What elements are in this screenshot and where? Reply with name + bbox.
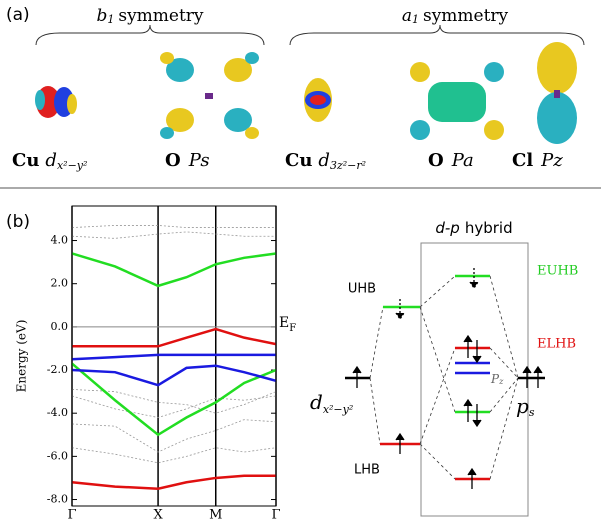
sub: s — [529, 406, 535, 419]
orbital-label: O Ps — [165, 150, 210, 171]
orb: d — [318, 150, 330, 171]
y-tick-label: 2.0 — [51, 277, 69, 290]
x-tick-label: M — [209, 508, 222, 521]
sub: 3z²−r² — [330, 159, 366, 172]
orbital-label: O Pa — [428, 150, 474, 171]
figure: (a) b1symmetry a1symmetry Cudx²−y² OPs C… — [0, 0, 601, 521]
orbital-images — [35, 42, 577, 144]
band — [72, 355, 276, 359]
group-title: a1 symmetry — [402, 6, 509, 27]
euhb-label: EUHB — [537, 264, 578, 279]
y-tick-label: 4.0 — [51, 234, 69, 247]
title-italic: d-p — [435, 219, 459, 237]
sub: x²−y² — [57, 159, 87, 172]
band — [72, 232, 276, 238]
d-label: dx²−y² — [310, 390, 353, 417]
lhb-label: LHB — [354, 463, 380, 478]
y-tick-label: -6.0 — [47, 449, 68, 462]
rest: symmetry — [423, 6, 509, 26]
fermi-label: EF — [279, 315, 296, 334]
sub: x²−y² — [323, 403, 353, 416]
panel-label: (b) — [6, 212, 30, 232]
element: Cl — [512, 150, 533, 171]
p-label: ps — [516, 394, 535, 420]
element: Cu — [285, 150, 312, 171]
band — [72, 396, 276, 418]
title: hybrid — [465, 219, 513, 237]
y-tick-label: 0.0 — [51, 320, 69, 333]
sym: b — [96, 6, 107, 26]
element: Cu — [12, 150, 39, 171]
band — [72, 253, 276, 285]
x-tick-label: Γ — [67, 508, 76, 521]
sub: 1 — [412, 13, 419, 26]
pz-label: Pz — [490, 372, 504, 387]
element: O — [165, 150, 181, 171]
d: d — [310, 390, 323, 414]
rest: symmetry — [118, 6, 204, 26]
x-tick-label: Γ — [271, 508, 280, 521]
brace — [290, 25, 584, 45]
y-tick-label: -8.0 — [47, 493, 68, 506]
band — [72, 476, 276, 489]
orb: Pa — [451, 150, 474, 171]
brace — [36, 25, 264, 45]
band-plot: 4.0 2.0 0.0 -2.0 -4.0 -6.0 -8.0 Γ X M Γ — [47, 206, 281, 521]
band — [72, 225, 276, 227]
orb: Pz — [540, 150, 563, 171]
sym: a — [402, 6, 412, 26]
element: O — [428, 150, 444, 171]
y-axis-label: Energy (eV) — [15, 320, 29, 393]
sub: z — [498, 377, 504, 386]
orb: d — [45, 150, 57, 171]
uhb-label: UHB — [348, 282, 376, 297]
orbital-label: Cl Pz — [512, 150, 563, 171]
sub: F — [289, 323, 296, 334]
p: p — [516, 394, 529, 418]
elhb-label: ELHB — [537, 337, 576, 352]
band — [72, 329, 276, 346]
group-title: b1 symmetry — [96, 6, 203, 27]
band — [72, 389, 276, 413]
y-tick-label: -2.0 — [47, 363, 68, 376]
panel-label: (a) — [6, 5, 30, 25]
orb: Ps — [188, 150, 210, 171]
e: E — [279, 315, 289, 331]
diagram-title: d-p hybrid — [435, 219, 512, 237]
x-tick-label: X — [153, 508, 163, 521]
sub: 1 — [107, 13, 114, 26]
y-tick-label: -4.0 — [47, 406, 68, 419]
band — [72, 448, 276, 463]
